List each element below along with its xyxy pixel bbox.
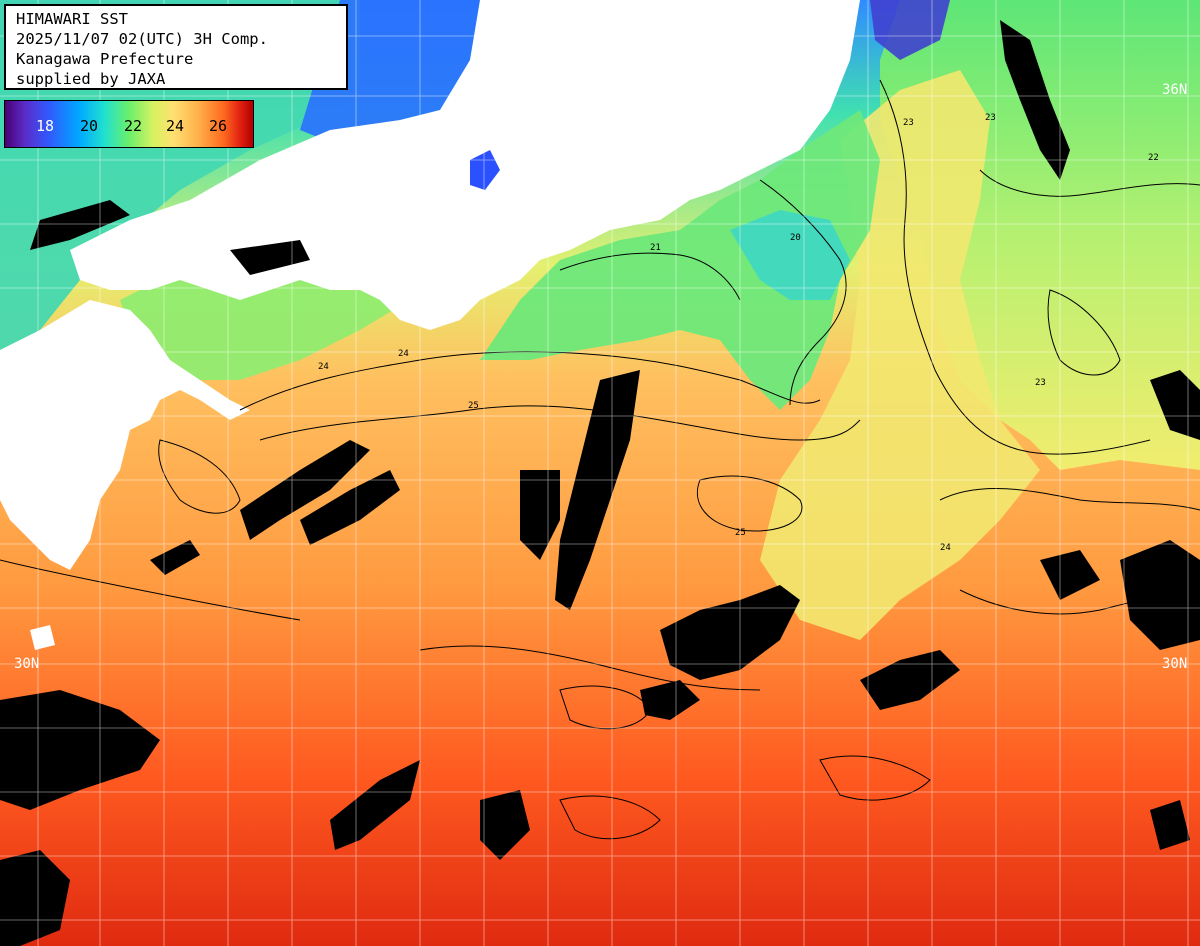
cold-pool-bay	[730, 210, 850, 300]
contour-label: 25	[735, 528, 746, 538]
scale-tick-22: 22	[123, 117, 143, 135]
cloud-patch	[30, 200, 130, 250]
contour-value-labels: 23 24 25 24 23 21 20 25 24 23 22	[318, 113, 1159, 553]
cloud-patch	[860, 650, 960, 710]
cloud-patch	[555, 370, 640, 610]
contour-label: 23	[1035, 378, 1046, 388]
cloud-patch	[640, 680, 700, 720]
isotherm-line	[419, 645, 761, 691]
info-region: Kanagawa Prefecture	[16, 50, 194, 68]
cloud-patch	[1000, 20, 1070, 180]
warm-tongue-east	[760, 70, 1040, 640]
cloud-patch	[480, 790, 530, 860]
isotherm-line	[239, 351, 821, 411]
isotherm-line	[1047, 289, 1121, 376]
isotherm-line	[819, 755, 931, 801]
contour-label: 24	[940, 543, 951, 553]
cool-water-coast	[480, 110, 880, 410]
isotherm-line	[759, 179, 847, 406]
cloud-patch	[240, 440, 370, 540]
isotherm-line	[979, 169, 1200, 197]
isotherm-line	[559, 685, 651, 730]
land-kyushu-shikoku	[0, 300, 250, 570]
cloud-patch	[1150, 800, 1190, 850]
lat-label-30n-right: 30N	[1162, 656, 1187, 672]
isotherm-line	[158, 439, 241, 514]
cloud-patch	[330, 760, 420, 850]
cloud-patch	[230, 240, 310, 275]
lat-label-36n-right: 36N	[1162, 82, 1187, 98]
info-source: supplied by JAXA	[16, 70, 166, 88]
cloud-patch	[300, 470, 400, 545]
contour-label: 24	[398, 349, 409, 359]
scale-tick-18: 18	[35, 117, 55, 135]
lat-label-30n-left: 30N	[14, 656, 39, 672]
scale-tick-26: 26	[208, 117, 228, 135]
contour-label: 22	[1148, 153, 1159, 163]
sst-color-scale: 18 20 22 24 26	[4, 100, 254, 148]
cloud-patch	[1120, 540, 1200, 650]
isotherm-line	[696, 475, 803, 532]
cold-water-northeast-bay	[870, 0, 950, 60]
contour-label: 23	[903, 118, 914, 128]
contour-label: 24	[318, 362, 329, 372]
contour-label: 20	[790, 233, 801, 243]
info-title: HIMAWARI SST	[16, 10, 128, 28]
cloud-patch	[520, 470, 560, 560]
contour-label: 25	[468, 401, 479, 411]
cloud-patch	[0, 690, 160, 810]
info-box: HIMAWARI SST 2025/11/07 02(UTC) 3H Comp. K…	[4, 4, 348, 90]
scale-tick-20: 20	[79, 117, 99, 135]
land-small-island	[30, 625, 55, 650]
isotherm-line	[0, 559, 301, 621]
contour-label: 23	[985, 113, 996, 123]
land-peninsula-east	[520, 195, 570, 250]
isotherm-line	[939, 488, 1200, 511]
isotherm-line	[879, 79, 1151, 455]
cloud-patch	[1150, 370, 1200, 440]
cloud-mask-group	[0, 20, 1200, 946]
contour-label: 21	[650, 243, 661, 253]
isotherm-line	[559, 252, 741, 301]
cloud-patch	[660, 585, 800, 680]
cloud-patch	[1040, 550, 1100, 600]
isotherm-line	[559, 795, 661, 840]
lon-label-136e: 136E	[484, 17, 499, 48]
scale-tick-24: 24	[165, 117, 185, 135]
cloud-patch	[0, 850, 70, 946]
info-datetime: 2025/11/07 02(UTC) 3H Comp.	[16, 30, 268, 48]
cloud-patch	[150, 540, 200, 575]
